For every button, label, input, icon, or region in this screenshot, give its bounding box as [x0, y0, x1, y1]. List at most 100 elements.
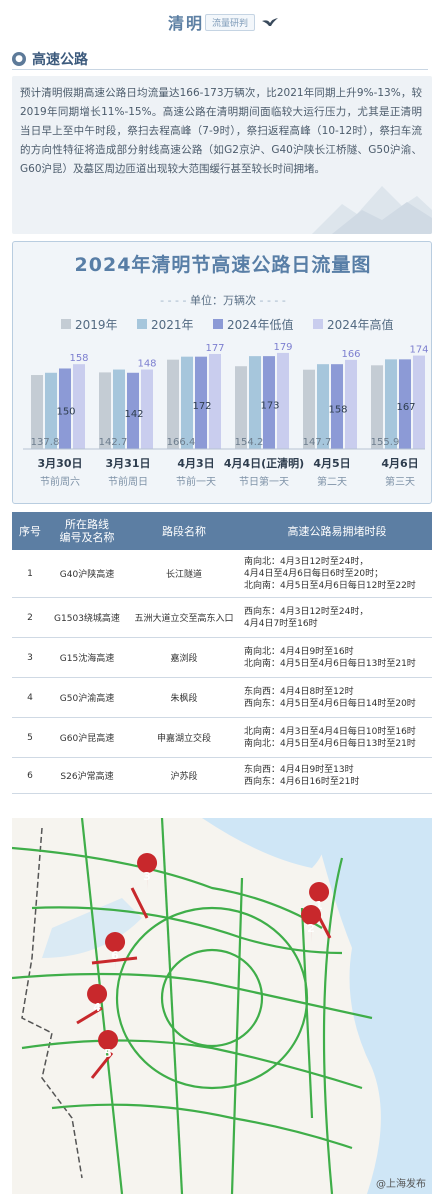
cell-section: 沪苏段 [170, 772, 198, 782]
bar-3-0 [73, 364, 85, 449]
section-divider [12, 69, 428, 70]
bar-3-4 [345, 359, 357, 449]
cell-no: 5 [27, 732, 33, 743]
header-title: 清明 [168, 14, 205, 33]
period-line: 西向东：4月3日12时至24时， [244, 606, 369, 617]
section-heading: ● 高速公路 [12, 48, 428, 70]
cell-periods: 北向南：4月3日至4月4日每日10时至16时 南向北：4月5日至4月6日每日13时… [242, 718, 432, 757]
data-label-top: 177 [205, 343, 224, 354]
x-tick-label: 3月30日 [38, 457, 83, 470]
data-label-bottom: 166.4 [167, 437, 196, 448]
period-line: 西向东：4月6日16时至21时 [244, 776, 360, 787]
legend-label: 2021年 [151, 318, 194, 332]
cell-no: 3 [27, 652, 33, 663]
x-tick-label: 4月6日 [381, 457, 418, 470]
x-tick-label: 4月5日 [313, 457, 350, 470]
legend-swatch [137, 319, 147, 329]
data-label-bottom: 137.8 [31, 437, 60, 448]
x-sub-label: 第二天 [317, 475, 347, 488]
map-credit: @上海发布 [376, 1179, 426, 1190]
map-graphic: 1 2 3 4 5 6 [12, 818, 432, 1194]
bar-3-3 [277, 352, 289, 449]
table-row: 6 S26沪常高速 沪苏段 东向西：4月4日9时至13时 西向东：4月6日16时至21时 [12, 758, 432, 794]
cell-periods: 东向西：4月4日9时至13时 西向东：4月6日16时至21时 [242, 758, 432, 793]
bar-1-2 [181, 356, 193, 449]
cell-route: G1503绕城高速 [54, 614, 120, 624]
bar-1-5 [385, 359, 397, 449]
data-label-top: 174 [409, 345, 428, 356]
data-label-top: 166 [341, 349, 360, 360]
cell-section: 五洲大道立交至高东入口 [134, 614, 234, 624]
map-marker-2: 2 [301, 905, 322, 943]
bar-1-3 [249, 356, 261, 449]
traffic-chart-card: 2024年清明节高速公路日流量图 - - - - 单位：万辆次 - - - - … [12, 241, 432, 504]
table-row: 5 G60沪昆高速 申嘉湖立交段 北向南：4月3日至4月4日每日10时至16时 南向北：… [12, 718, 432, 758]
cell-route: G50沪渝高速 [59, 694, 115, 704]
map-marker-5: 5 [98, 1030, 119, 1068]
bar-2-2 [195, 356, 207, 449]
cell-section: 嘉浏段 [170, 654, 198, 664]
bar-0-4 [303, 369, 315, 449]
bar-3-1 [141, 369, 153, 449]
bar-2-3 [263, 356, 275, 449]
legend-label: 2019年 [75, 318, 118, 332]
data-label-mid: 173 [260, 401, 279, 412]
cell-section: 朱枫段 [170, 694, 198, 704]
map-marker-4: 4 [87, 984, 108, 1022]
cell-section: 申嘉湖立交段 [156, 734, 211, 744]
data-label-bottom: 142.7 [99, 437, 128, 448]
period-line: 4月4日至4月6日每日6时至20时； [244, 568, 384, 579]
period-line: 南向北：4月4日9时至16时 [244, 646, 354, 657]
cell-no: 2 [27, 612, 33, 623]
legend-label: 2024年低值 [227, 318, 294, 332]
section-title: 高速公路 [32, 52, 88, 68]
data-label-bottom: 154.2 [235, 437, 264, 448]
map-marker-3: 3 [137, 853, 158, 891]
data-label-mid: 142 [124, 409, 143, 420]
period-line: 北向南：4月5日至4月6日每日12时至22时 [244, 580, 416, 591]
legend-swatch [61, 319, 71, 329]
bar-1-1 [113, 369, 125, 449]
x-sub-label: 节前周六 [40, 475, 80, 488]
table-row: 4 G50沪渝高速 朱枫段 东向西：4月4日8时至12时 西向东：4月5日至4月6日每日… [12, 678, 432, 718]
legend-swatch [213, 319, 223, 329]
data-label-bottom: 147.7 [303, 437, 332, 448]
intro-text: 预计清明假期高速公路日均流量达166-173万辆次，比2021年同期上升9%-1… [20, 87, 422, 175]
bar-2-1 [127, 372, 139, 449]
page-header: 清明 流量研判 [0, 0, 440, 42]
svg-text:4: 4 [93, 1001, 101, 1014]
bar-0-3 [235, 366, 247, 449]
cell-route: S26沪常高速 [60, 772, 114, 782]
cell-no: 4 [27, 692, 33, 703]
svg-text:5: 5 [104, 1047, 112, 1060]
data-label-mid: 167 [396, 402, 415, 413]
period-line: 南向北：4月5日至4月6日每日13时至21时 [244, 738, 416, 749]
bar-1-4 [317, 364, 329, 449]
chart-legend: 2019年 2021年 2024年低值 2024年高值 [13, 316, 433, 332]
x-tick-label: 3月31日 [106, 457, 151, 470]
intro-card: 预计清明假期高速公路日均流量达166-173万辆次，比2021年同期上升9%-1… [12, 76, 432, 234]
bar-3-2 [209, 353, 221, 449]
data-label-top: 148 [137, 359, 156, 370]
x-tick-label: 4月3日 [177, 457, 214, 470]
svg-text:1: 1 [315, 899, 323, 912]
svg-text:6: 6 [111, 949, 119, 962]
cell-no: 6 [27, 770, 33, 781]
bar-0-1 [99, 372, 111, 449]
cell-route: G60沪昆高速 [59, 734, 115, 744]
table-row: 3 G15沈海高速 嘉浏段 南向北：4月4日9时至16时 北向南：4月5日至4月6日每日… [12, 638, 432, 678]
legend-swatch [313, 319, 323, 329]
x-tick-label: 4月4日(正清明) [224, 456, 304, 470]
x-sub-label: 节前周日 [108, 475, 148, 488]
data-label-top: 179 [273, 342, 292, 353]
period-line: 4月4日7时至16时 [244, 618, 318, 629]
period-line: 北向南：4月3日至4月4日每日10时至16时 [244, 726, 416, 737]
bar-0-0 [31, 375, 43, 449]
data-label-mid: 150 [56, 407, 75, 418]
bar-2-4 [331, 364, 343, 449]
table-header: 序号 所在路线 编号及名称 路段名称 高速公路易拥堵时段 [12, 512, 432, 550]
x-sub-label: 节前一天 [176, 475, 216, 488]
period-line: 北向南：4月5日至4月6日每日13时至21时 [244, 658, 416, 669]
cell-periods: 南向北：4月3日12时至24时， 4月4日至4月6日每日6时至20时； 北向南：4月… [242, 550, 432, 597]
